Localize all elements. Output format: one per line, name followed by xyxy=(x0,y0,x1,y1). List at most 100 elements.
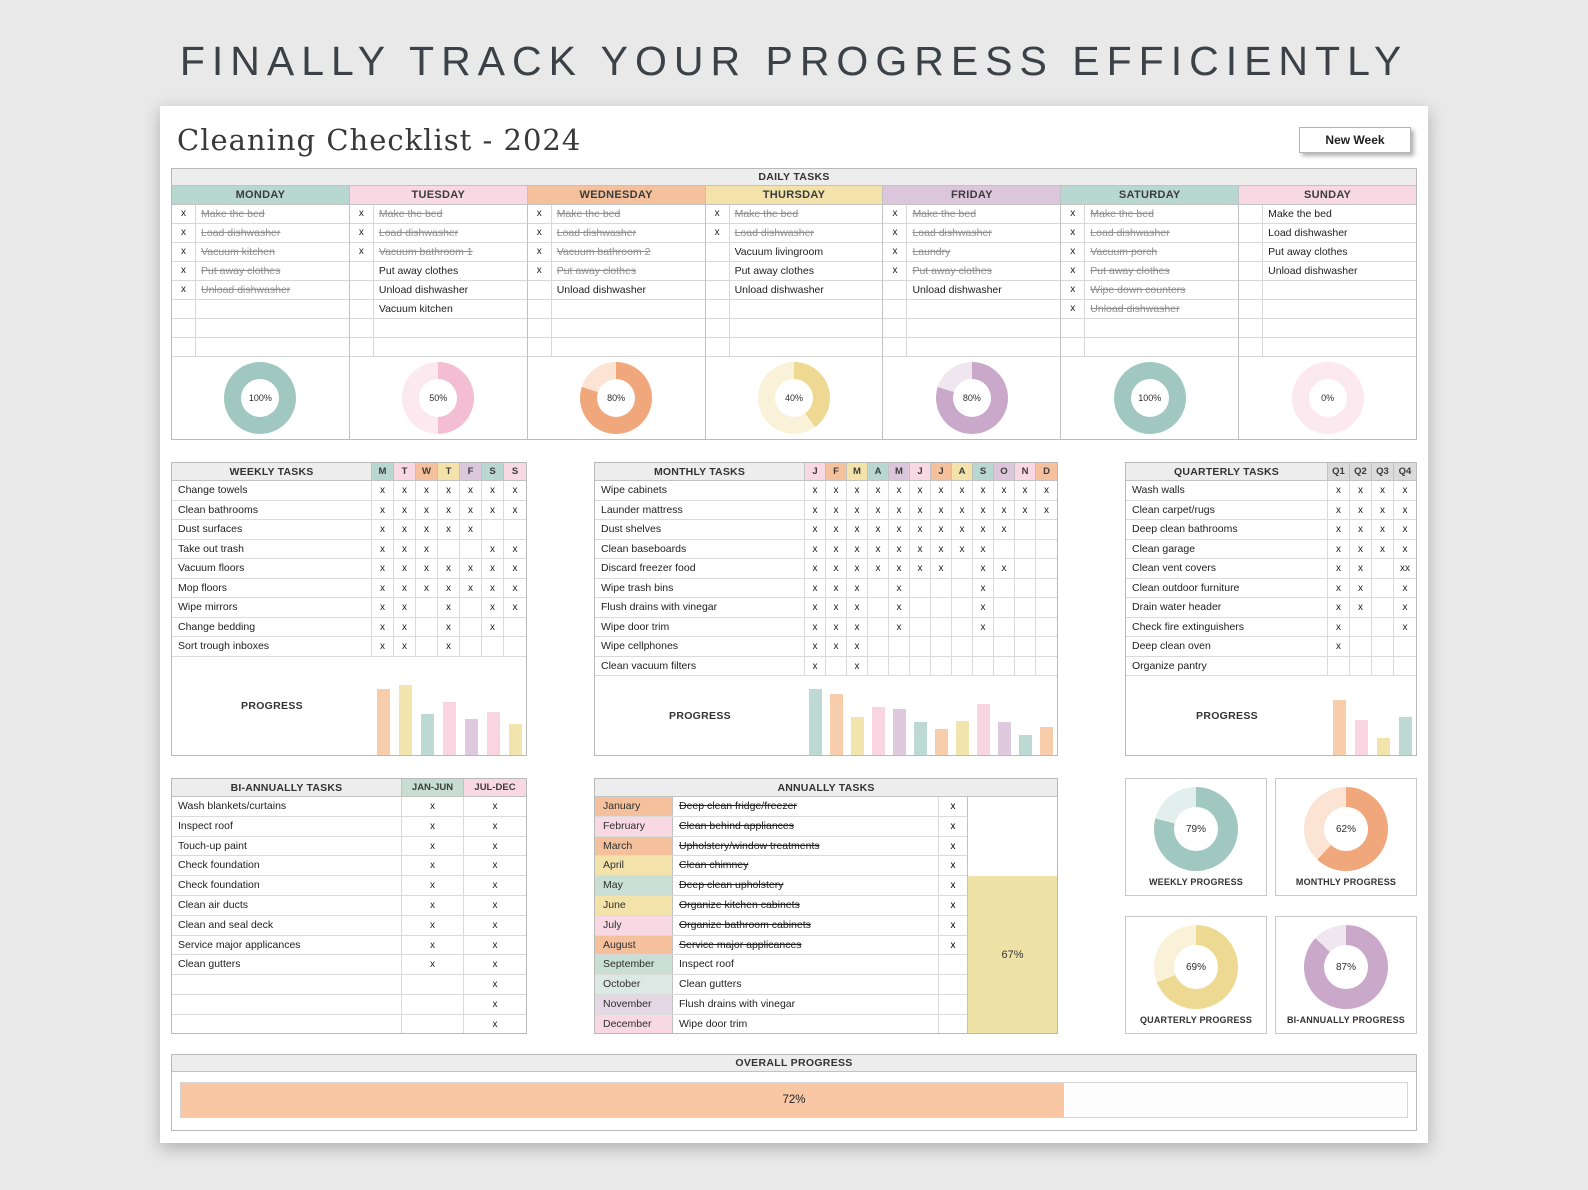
biannually-mark-cell[interactable]: x xyxy=(492,959,498,971)
annually-mark-cell[interactable]: x xyxy=(950,801,956,812)
monthly-mark-cell[interactable]: x xyxy=(1044,504,1049,516)
monthly-mark-cell[interactable] xyxy=(952,559,973,578)
biannually-mark-cell[interactable]: x xyxy=(402,816,464,836)
monthly-mark-cell[interactable] xyxy=(910,578,931,597)
biannually-mark-cell[interactable]: x xyxy=(492,998,498,1010)
monthly-mark-cell[interactable] xyxy=(910,656,931,675)
annually-mark-cell[interactable]: x xyxy=(950,860,956,872)
monthly-mark-cell[interactable]: x xyxy=(889,617,910,636)
monthly-mark-cell[interactable]: x xyxy=(826,539,847,558)
biannually-mark-cell[interactable]: x xyxy=(402,935,464,955)
task-checkbox-cell[interactable] xyxy=(172,319,196,337)
monthly-mark-cell[interactable] xyxy=(931,656,952,675)
task-checkbox-cell[interactable]: x xyxy=(528,262,552,280)
weekly-mark-cell[interactable]: x xyxy=(416,481,438,500)
monthly-mark-cell[interactable]: x xyxy=(805,656,826,675)
monthly-mark-cell[interactable] xyxy=(931,578,952,597)
quarterly-mark-cell[interactable]: x xyxy=(1350,520,1372,539)
monthly-mark-cell[interactable]: x xyxy=(868,520,889,539)
quarterly-mark-cell[interactable]: x xyxy=(1402,504,1408,516)
task-checkbox-cell[interactable] xyxy=(528,300,552,318)
quarterly-mark-cell[interactable]: x xyxy=(1328,559,1350,578)
monthly-mark-cell[interactable]: x xyxy=(805,637,826,656)
weekly-mark-cell[interactable]: x xyxy=(482,617,504,636)
task-checkbox-cell[interactable] xyxy=(706,243,730,261)
weekly-mark-cell[interactable]: x xyxy=(512,485,518,496)
biannually-mark-cell[interactable]: x xyxy=(492,939,498,951)
weekly-mark-cell[interactable]: x xyxy=(416,559,438,578)
monthly-mark-cell[interactable] xyxy=(1036,657,1057,676)
monthly-mark-cell[interactable] xyxy=(1015,559,1036,578)
biannually-mark-cell[interactable]: x xyxy=(402,915,464,935)
weekly-mark-cell[interactable] xyxy=(504,637,526,656)
weekly-mark-cell[interactable] xyxy=(416,598,438,617)
weekly-mark-cell[interactable]: x xyxy=(372,481,394,500)
task-checkbox-cell[interactable] xyxy=(1239,262,1264,280)
weekly-mark-cell[interactable]: x xyxy=(394,539,416,558)
task-checkbox-cell[interactable] xyxy=(883,338,908,356)
task-checkbox-cell[interactable] xyxy=(883,281,908,299)
biannually-mark-cell[interactable]: x xyxy=(492,820,498,832)
weekly-mark-cell[interactable]: x xyxy=(416,578,438,597)
monthly-mark-cell[interactable]: x xyxy=(1015,481,1036,500)
task-checkbox-cell[interactable] xyxy=(350,319,374,337)
biannually-mark-cell[interactable]: x xyxy=(402,876,464,895)
monthly-mark-cell[interactable]: x xyxy=(952,520,973,539)
monthly-mark-cell[interactable]: x xyxy=(1015,500,1036,519)
quarterly-mark-cell[interactable] xyxy=(1350,617,1372,636)
task-checkbox-cell[interactable]: x xyxy=(172,262,196,280)
quarterly-mark-cell[interactable]: xx xyxy=(1400,563,1410,574)
monthly-mark-cell[interactable]: x xyxy=(994,500,1015,519)
monthly-mark-cell[interactable] xyxy=(994,617,1015,636)
weekly-mark-cell[interactable]: x xyxy=(372,617,394,636)
weekly-mark-cell[interactable]: x xyxy=(372,559,394,578)
task-checkbox-cell[interactable]: x xyxy=(172,243,196,261)
monthly-mark-cell[interactable] xyxy=(1036,637,1057,656)
weekly-mark-cell[interactable]: x xyxy=(482,481,504,500)
monthly-mark-cell[interactable]: x xyxy=(889,559,910,578)
task-checkbox-cell[interactable]: x xyxy=(883,243,908,261)
task-checkbox-cell[interactable]: x xyxy=(1061,243,1086,261)
quarterly-mark-cell[interactable]: x xyxy=(1350,578,1372,597)
quarterly-mark-cell[interactable] xyxy=(1328,656,1350,675)
monthly-mark-cell[interactable] xyxy=(994,656,1015,675)
monthly-mark-cell[interactable]: x xyxy=(889,500,910,519)
weekly-mark-cell[interactable]: x xyxy=(512,504,518,516)
quarterly-mark-cell[interactable]: x xyxy=(1402,485,1408,496)
monthly-mark-cell[interactable] xyxy=(931,598,952,617)
monthly-mark-cell[interactable] xyxy=(1036,598,1057,617)
weekly-mark-cell[interactable] xyxy=(504,618,526,637)
monthly-mark-cell[interactable]: x xyxy=(1044,485,1049,496)
task-checkbox-cell[interactable] xyxy=(883,300,908,318)
biannually-mark-cell[interactable]: x xyxy=(492,919,498,931)
weekly-mark-cell[interactable]: x xyxy=(438,559,460,578)
task-checkbox-cell[interactable]: x xyxy=(350,224,374,242)
monthly-mark-cell[interactable] xyxy=(952,656,973,675)
biannually-mark-cell[interactable]: x xyxy=(492,840,498,852)
quarterly-mark-cell[interactable]: x xyxy=(1328,520,1350,539)
task-checkbox-cell[interactable] xyxy=(528,319,552,337)
weekly-mark-cell[interactable]: x xyxy=(438,617,460,636)
monthly-mark-cell[interactable] xyxy=(952,637,973,656)
monthly-mark-cell[interactable]: x xyxy=(889,481,910,500)
monthly-mark-cell[interactable]: x xyxy=(847,617,868,636)
monthly-mark-cell[interactable] xyxy=(1015,578,1036,597)
monthly-mark-cell[interactable]: x xyxy=(973,598,994,617)
weekly-mark-cell[interactable]: x xyxy=(482,539,504,558)
weekly-mark-cell[interactable]: x xyxy=(394,500,416,519)
weekly-mark-cell[interactable]: x xyxy=(482,559,504,578)
task-checkbox-cell[interactable] xyxy=(528,281,552,299)
monthly-mark-cell[interactable] xyxy=(1036,579,1057,598)
weekly-mark-cell[interactable]: x xyxy=(438,481,460,500)
weekly-mark-cell[interactable]: x xyxy=(482,500,504,519)
weekly-mark-cell[interactable]: x xyxy=(438,637,460,656)
monthly-mark-cell[interactable]: x xyxy=(868,500,889,519)
annually-mark-cell[interactable] xyxy=(939,955,967,974)
monthly-mark-cell[interactable] xyxy=(868,617,889,636)
monthly-mark-cell[interactable]: x xyxy=(805,559,826,578)
monthly-mark-cell[interactable]: x xyxy=(973,481,994,500)
task-checkbox-cell[interactable] xyxy=(528,338,552,356)
biannually-mark-cell[interactable]: x xyxy=(402,955,464,975)
monthly-mark-cell[interactable]: x xyxy=(973,617,994,636)
monthly-mark-cell[interactable]: x xyxy=(847,637,868,656)
